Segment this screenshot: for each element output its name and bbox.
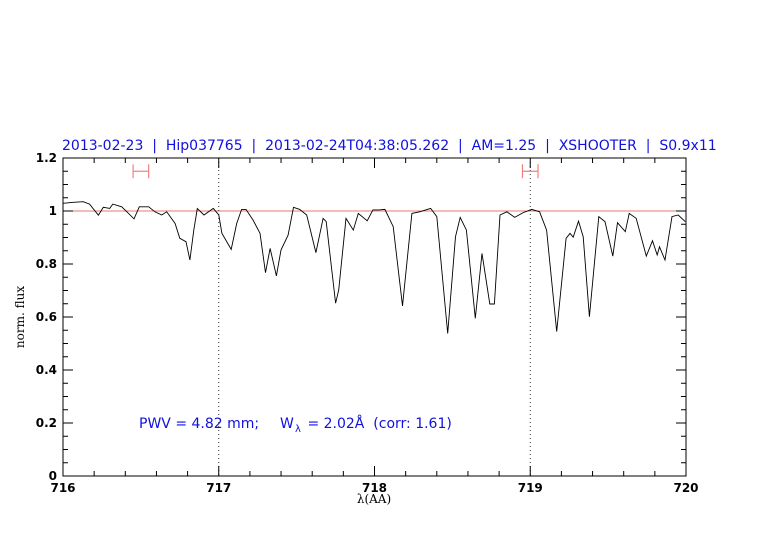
x-tick-label: 717 [206,481,231,495]
y-tick-label: 0 [49,469,57,483]
y-axis-label: norm. flux [13,286,27,348]
y-tick-label: 0.6 [36,310,57,324]
x-tick-label: 718 [362,481,387,495]
y-tick-label: 1.2 [36,151,57,165]
x-tick-label: 716 [50,481,75,495]
y-tick-label: 0.8 [36,257,57,271]
annotation-w: W [280,416,294,432]
range-marker [132,164,150,179]
range-marker [521,164,539,179]
y-tick-label: 0.2 [36,416,57,430]
annotation-w-sub: λ [295,424,301,435]
x-axis-label: λ(AA) [357,492,391,506]
spectrum-line [62,201,686,334]
y-tick-label: 0.4 [36,363,57,377]
x-tick-label: 720 [673,481,698,495]
chart-title: 2013-02-23 | Hip037765 | 2013-02-24T04:3… [62,138,717,154]
annotation-pwv: PWV = 4.82 mm; [139,416,259,432]
y-tick-label: 1 [49,204,57,218]
x-tick-label: 719 [518,481,543,495]
annotation-rest: = 2.02Å (corr: 1.61) [303,415,452,432]
